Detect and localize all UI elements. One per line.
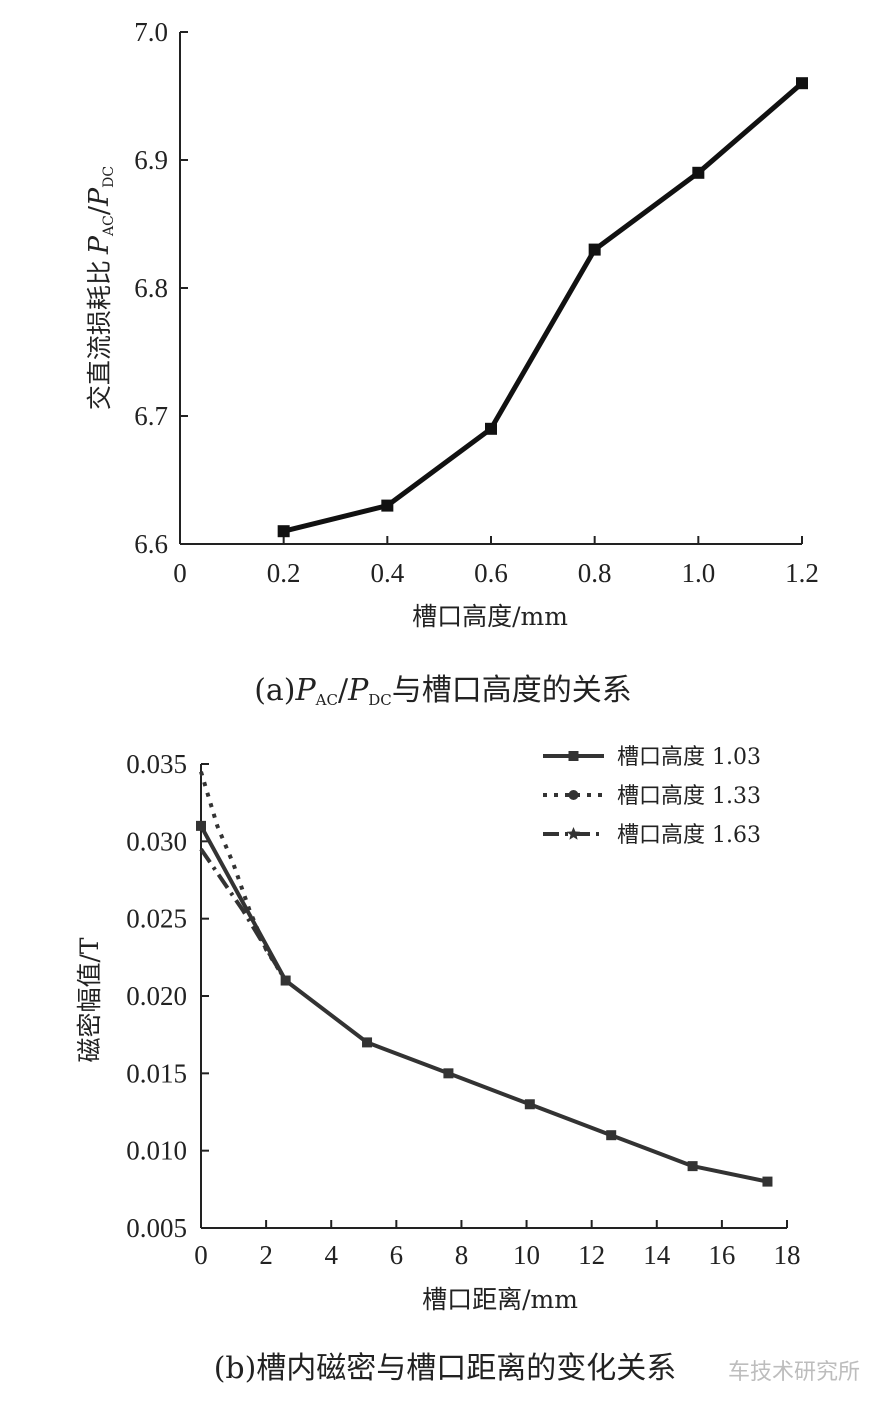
watermark-text: 车技术研究所 bbox=[728, 1360, 860, 1385]
chart-b-y-ticks: 0.005 0.010 0.015 0.020 0.025 0.030 0.035 bbox=[126, 749, 209, 1243]
legend-marker bbox=[566, 827, 581, 840]
chart-b-series bbox=[196, 771, 773, 1187]
chart-a-y-tick-label: 6.7 bbox=[134, 401, 168, 431]
chart-a-data-point bbox=[485, 422, 497, 435]
chart-b-x-tick-label: 10 bbox=[513, 1240, 540, 1270]
chart-b-x-tick-label: 16 bbox=[708, 1240, 735, 1270]
chart-a-data-point bbox=[277, 525, 290, 538]
chart-b-data-point bbox=[362, 1037, 373, 1048]
legend-label: 槽口高度 1.33 bbox=[617, 784, 761, 809]
chart-b-caption: (b)槽内磁密与槽口距离的变化关系 bbox=[214, 1351, 677, 1386]
chart-a-axes bbox=[179, 32, 802, 545]
chart-a-caption: (a)PAC/PDC与槽口高度的关系 bbox=[254, 673, 632, 709]
chart-a-x-tick-label: 0.8 bbox=[578, 558, 612, 588]
chart-b-y-tick-label: 0.010 bbox=[126, 1136, 187, 1166]
chart-a-y-tick-label: 6.6 bbox=[134, 529, 168, 559]
chart-b-y-tick-label: 0.015 bbox=[126, 1058, 187, 1088]
legend-label: 槽口高度 1.03 bbox=[617, 745, 761, 770]
chart-a-y-tick-label: 6.9 bbox=[134, 145, 168, 175]
chart-b-x-ticks: 0 2 4 6 8 10 12 14 16 18 bbox=[194, 1220, 801, 1270]
chart-b-y-tick-label: 0.030 bbox=[126, 826, 187, 856]
chart-a-data-point bbox=[588, 243, 601, 256]
chart-b-y-tick-label: 0.020 bbox=[126, 981, 187, 1011]
chart-b-x-tick-label: 14 bbox=[643, 1240, 671, 1270]
chart-a-x-tick-label: 0 bbox=[173, 558, 187, 588]
chart-b-x-tick-label: 0 bbox=[194, 1240, 208, 1270]
legend-label: 槽口高度 1.63 bbox=[617, 823, 761, 848]
chart-b-y-tick-label: 0.005 bbox=[126, 1213, 187, 1243]
chart-b-y-axis-label: 磁密幅值/T bbox=[75, 937, 104, 1062]
chart-b-x-tick-label: 12 bbox=[578, 1240, 605, 1270]
chart-a-x-ticks: 0 0.2 0.4 0.6 0.8 1.0 1.2 bbox=[173, 536, 819, 588]
legend-marker bbox=[568, 751, 579, 761]
chart-b-x-tick-label: 18 bbox=[774, 1240, 801, 1270]
chart-b-data-point bbox=[762, 1176, 773, 1187]
chart-b-series-line bbox=[199, 771, 288, 982]
chart-b-x-axis-label: 槽口距离/mm bbox=[422, 1285, 578, 1314]
chart-a-y-ticks: 6.6 6.7 6.8 6.9 7.0 bbox=[134, 17, 188, 559]
chart-a-y-tick-label: 6.8 bbox=[134, 273, 168, 303]
chart-b-data-point bbox=[687, 1161, 698, 1172]
chart-a-x-tick-label: 1.0 bbox=[681, 558, 715, 588]
chart-b-data-point bbox=[443, 1068, 454, 1079]
chart-a-x-tick-label: 0.6 bbox=[474, 558, 508, 588]
chart-b-x-tick-label: 4 bbox=[324, 1240, 338, 1270]
chart-b-x-tick-label: 6 bbox=[390, 1240, 404, 1270]
chart-a-x-tick-label: 1.2 bbox=[785, 558, 819, 588]
chart-a-y-tick-label: 7.0 bbox=[134, 17, 168, 47]
chart-a-x-tick-label: 0.2 bbox=[267, 558, 301, 588]
chart-a-x-tick-label: 0.4 bbox=[370, 558, 404, 588]
chart-b-x-tick-label: 8 bbox=[455, 1240, 469, 1270]
chart-b-series-line bbox=[199, 824, 768, 1184]
chart-a: 0 0.2 0.4 0.6 0.8 1.0 1.2 6.6 6.7 6.8 6.9 7.0 槽口高度… bbox=[84, 17, 819, 709]
chart-b-legend: 槽口高度 1.03 槽口高度 1.33 槽口高度 1.63 bbox=[543, 745, 761, 848]
chart-a-series-line bbox=[283, 81, 804, 534]
chart-b-y-tick-label: 0.035 bbox=[126, 749, 187, 779]
chart-b-x-tick-label: 2 bbox=[259, 1240, 273, 1270]
chart-a-x-axis-label: 槽口高度/mm bbox=[412, 602, 568, 631]
chart-b-y-tick-label: 0.025 bbox=[126, 904, 187, 934]
legend-marker bbox=[568, 790, 579, 800]
chart-a-data-point bbox=[796, 77, 808, 90]
chart-b-data-point bbox=[280, 975, 291, 986]
chart-b-data-point bbox=[196, 820, 206, 831]
chart-b-data-point bbox=[606, 1130, 617, 1141]
chart-b: 0 2 4 6 8 10 12 14 16 18 0.005 0.010 0.015 0.020 0.02… bbox=[75, 745, 801, 1386]
chart-a-data-point bbox=[692, 166, 705, 179]
chart-a-series bbox=[277, 77, 808, 538]
chart-a-y-axis-label: 交直流损耗比PAC/PDC bbox=[84, 166, 117, 410]
chart-b-data-point bbox=[524, 1099, 535, 1110]
chart-a-data-point bbox=[381, 499, 394, 512]
